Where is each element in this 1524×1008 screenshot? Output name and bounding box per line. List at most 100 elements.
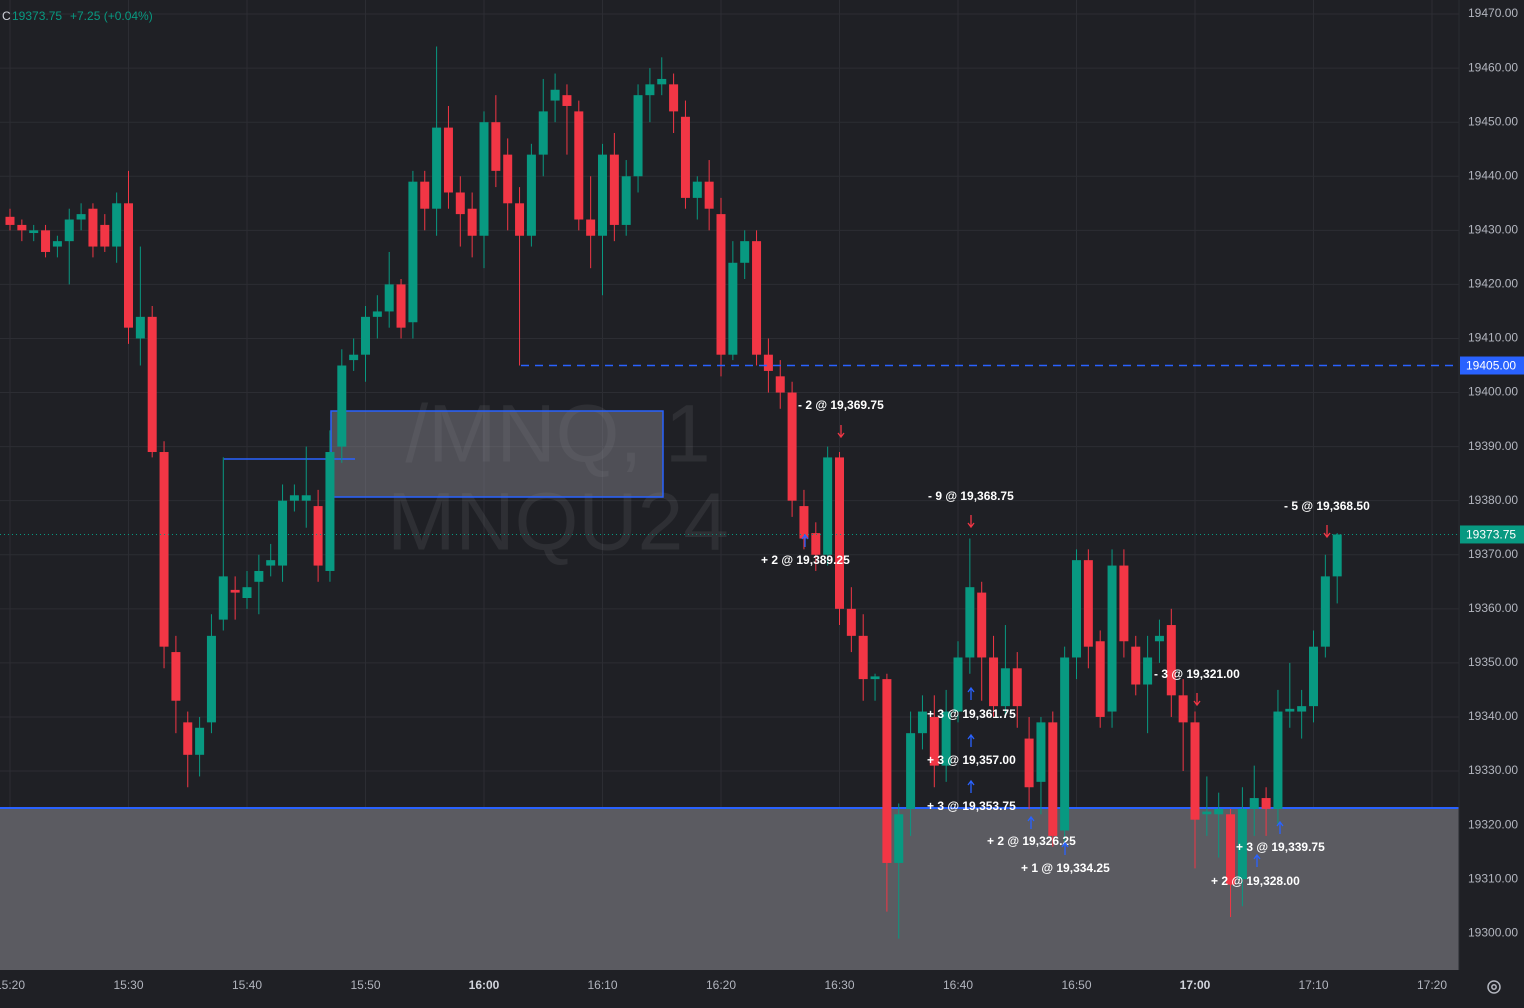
- trade-arrow: [1027, 815, 1035, 829]
- y-tick-label: 19300.00: [1468, 925, 1518, 939]
- time-axis[interactable]: [0, 970, 1459, 1008]
- price-tag-label: 19373.75: [1466, 528, 1516, 542]
- candle-body: [953, 657, 963, 712]
- y-tick-label: 19450.00: [1468, 114, 1518, 128]
- candle-body: [538, 111, 548, 155]
- candle-body: [1309, 646, 1318, 707]
- y-tick-label: 19380.00: [1468, 493, 1518, 507]
- candle-body: [278, 500, 288, 566]
- trade-arrow: [967, 515, 975, 529]
- x-tick-label: 16:00: [469, 978, 500, 992]
- candle-body: [811, 533, 821, 555]
- x-tick-label: 16:50: [1061, 978, 1091, 992]
- settings-icon[interactable]: [1487, 980, 1501, 994]
- trade-arrow: [1323, 525, 1331, 539]
- candle-body: [1024, 738, 1034, 788]
- trade-arrow: [837, 425, 845, 439]
- candle-body: [692, 181, 702, 198]
- candle-body: [52, 241, 62, 247]
- candle-body: [1000, 668, 1010, 707]
- demand-zone: [0, 808, 1459, 970]
- candle-body: [870, 676, 880, 680]
- candle-body: [1119, 565, 1129, 642]
- candle-body: [266, 560, 276, 566]
- candle-body: [704, 181, 714, 209]
- x-tick-label: 16:10: [587, 978, 617, 992]
- x-tick-label: 17:10: [1298, 978, 1328, 992]
- candle-body: [29, 230, 39, 234]
- candle-body: [1154, 635, 1164, 642]
- candle-body: [645, 84, 655, 96]
- candle-body: [491, 122, 501, 171]
- header-close: 19373.75: [12, 9, 62, 23]
- candle-body: [100, 224, 110, 247]
- candle-body: [218, 576, 228, 620]
- candle-body: [64, 219, 74, 242]
- candle-body: [882, 679, 892, 863]
- candle-body: [41, 230, 51, 252]
- candle-body: [467, 208, 477, 236]
- y-tick-label: 19410.00: [1468, 331, 1518, 345]
- candle-body: [301, 495, 311, 501]
- candle-body: [1072, 560, 1081, 658]
- candle-body: [206, 635, 216, 723]
- trade-label: + 1 @ 19,334.25: [1021, 861, 1110, 875]
- trade-arrow: [967, 686, 975, 700]
- trade-arrow: [1253, 853, 1261, 867]
- candle-body: [171, 652, 181, 701]
- candle-body: [349, 354, 359, 361]
- candle-body: [1214, 808, 1224, 815]
- price-tag: [1460, 525, 1524, 544]
- candle-body: [965, 587, 975, 658]
- trade-label: + 3 @ 19,339.75: [1236, 840, 1325, 854]
- candle-body: [1036, 722, 1046, 782]
- candle-body: [823, 457, 833, 555]
- candle-body: [621, 176, 631, 225]
- y-tick-label: 19350.00: [1468, 655, 1518, 669]
- candle-body: [361, 316, 370, 355]
- candle-body: [1249, 798, 1259, 809]
- trade-arrow: [1193, 693, 1201, 707]
- x-tick-label: 16:40: [943, 978, 973, 992]
- candle-body: [112, 203, 122, 247]
- rectangle-drawing[interactable]: [330, 410, 664, 498]
- candle-body: [396, 284, 406, 328]
- x-tick-label: 17:00: [1180, 978, 1211, 992]
- candle-body: [1083, 560, 1093, 647]
- candle-body: [254, 570, 264, 582]
- header-change: +7.25 (+0.04%): [70, 9, 153, 23]
- candle-body: [989, 657, 999, 707]
- candle-body: [1297, 706, 1307, 712]
- candle-body: [716, 214, 726, 355]
- candle-body: [408, 181, 418, 323]
- trade-label: + 2 @ 19,389.25: [761, 553, 850, 567]
- watermark-contract: MNQU24: [387, 477, 729, 568]
- candle-body: [787, 392, 797, 501]
- trade-label: - 9 @ 19,368.75: [928, 489, 1014, 503]
- candle-body: [503, 154, 513, 204]
- x-tick-label: 16:30: [824, 978, 854, 992]
- candle-body: [337, 365, 347, 447]
- candle-body: [17, 224, 27, 231]
- y-tick-label: 19370.00: [1468, 547, 1518, 561]
- candle-body: [929, 716, 939, 766]
- price-axis[interactable]: [1459, 0, 1524, 1008]
- header-prefix: C: [2, 9, 11, 23]
- trade-arrow: [1061, 841, 1069, 855]
- trade-arrow: [967, 779, 975, 793]
- candle-body: [550, 89, 560, 101]
- candle-body: [835, 457, 844, 609]
- candle-body: [325, 452, 335, 571]
- candle-body: [432, 127, 442, 209]
- trade-label: - 5 @ 19,368.50: [1284, 499, 1370, 513]
- y-tick-label: 19340.00: [1468, 709, 1518, 723]
- candle-body: [775, 376, 785, 393]
- candle-body: [669, 84, 679, 112]
- candle-body: [1060, 657, 1070, 831]
- candle-body: [515, 203, 525, 236]
- x-tick-label: 15:20: [0, 978, 25, 992]
- candle-body: [1095, 641, 1105, 717]
- candle-body: [135, 316, 145, 339]
- candle-body: [598, 154, 607, 236]
- candle-body: [858, 635, 868, 680]
